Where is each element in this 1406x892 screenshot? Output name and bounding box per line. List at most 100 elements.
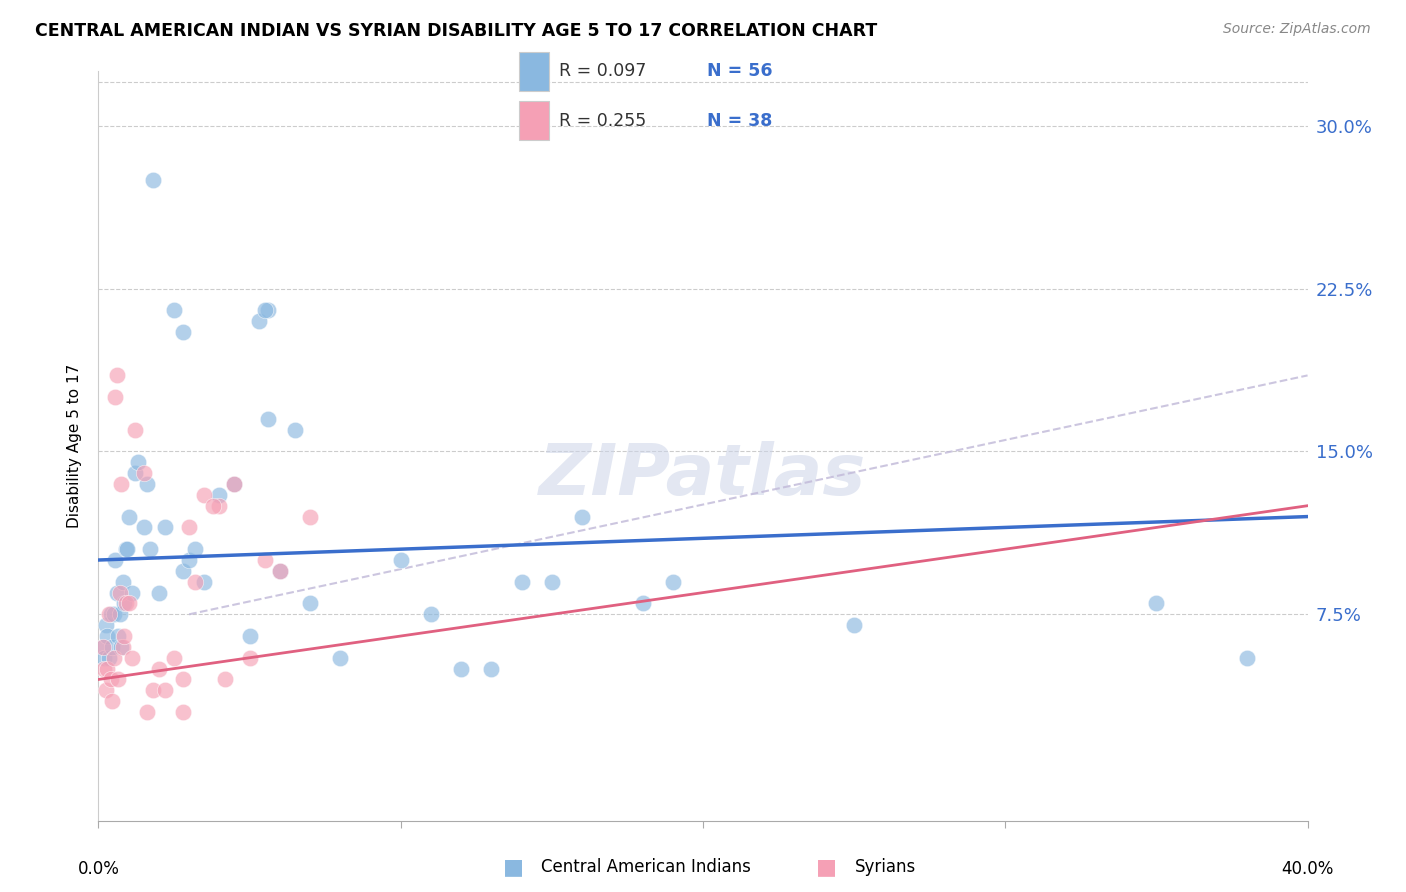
Point — [98, 650, 121, 665]
Point — [253, 553, 276, 567]
Point — [105, 585, 128, 599]
Point — [132, 466, 155, 480]
Point — [450, 662, 472, 676]
Point — [101, 640, 124, 654]
Point — [142, 173, 165, 187]
Point — [172, 564, 194, 578]
Point — [481, 662, 503, 676]
Point — [108, 585, 131, 599]
Text: N = 38: N = 38 — [707, 112, 772, 129]
Point — [96, 662, 118, 676]
Point — [420, 607, 443, 622]
Text: Syrians: Syrians — [855, 858, 917, 876]
Point — [571, 509, 593, 524]
Text: ■: ■ — [503, 857, 523, 877]
FancyBboxPatch shape — [519, 101, 550, 140]
Point — [111, 640, 134, 654]
Point — [239, 650, 262, 665]
Point — [132, 520, 155, 534]
Point — [118, 597, 141, 611]
Point — [98, 607, 121, 622]
Text: ■: ■ — [817, 857, 837, 877]
Point — [142, 683, 165, 698]
Point — [284, 423, 307, 437]
Point — [135, 705, 157, 719]
Point — [269, 564, 291, 578]
Point — [110, 640, 132, 654]
Point — [540, 574, 562, 589]
Point — [107, 673, 129, 687]
Point — [214, 673, 236, 687]
Point — [256, 303, 278, 318]
Point — [93, 662, 115, 676]
Point — [108, 607, 131, 622]
Point — [172, 325, 194, 339]
Point — [94, 618, 117, 632]
Point — [631, 597, 654, 611]
Point — [121, 650, 143, 665]
Y-axis label: Disability Age 5 to 17: Disability Age 5 to 17 — [67, 364, 83, 528]
Point — [118, 509, 141, 524]
Text: N = 56: N = 56 — [707, 62, 773, 80]
Point — [114, 597, 136, 611]
FancyBboxPatch shape — [519, 52, 550, 91]
Point — [103, 607, 125, 622]
Text: 0.0%: 0.0% — [77, 860, 120, 878]
Point — [224, 477, 246, 491]
Point — [329, 650, 352, 665]
Point — [139, 542, 162, 557]
Text: R = 0.097: R = 0.097 — [558, 62, 647, 80]
Point — [253, 303, 276, 318]
Text: Source: ZipAtlas.com: Source: ZipAtlas.com — [1223, 22, 1371, 37]
Point — [224, 477, 246, 491]
Point — [110, 477, 132, 491]
Point — [193, 488, 215, 502]
Point — [153, 683, 176, 698]
Point — [104, 390, 127, 404]
Point — [389, 553, 412, 567]
Point — [103, 650, 125, 665]
Point — [844, 618, 866, 632]
Point — [124, 466, 146, 480]
Point — [112, 629, 135, 643]
Point — [100, 673, 122, 687]
Point — [121, 585, 143, 599]
Point — [124, 423, 146, 437]
Point — [239, 629, 262, 643]
Point — [101, 694, 124, 708]
Point — [208, 499, 231, 513]
Point — [202, 499, 225, 513]
Text: Central American Indians: Central American Indians — [541, 858, 751, 876]
Point — [105, 368, 128, 383]
Text: 40.0%: 40.0% — [1281, 860, 1334, 878]
Point — [661, 574, 683, 589]
Point — [100, 607, 122, 622]
Point — [93, 650, 115, 665]
Point — [148, 662, 170, 676]
Point — [1146, 597, 1168, 611]
Point — [107, 629, 129, 643]
Point — [247, 314, 270, 328]
Point — [1236, 650, 1258, 665]
Point — [112, 597, 135, 611]
Point — [299, 509, 322, 524]
Point — [96, 629, 118, 643]
Text: CENTRAL AMERICAN INDIAN VS SYRIAN DISABILITY AGE 5 TO 17 CORRELATION CHART: CENTRAL AMERICAN INDIAN VS SYRIAN DISABI… — [35, 22, 877, 40]
Text: ZIPatlas: ZIPatlas — [540, 442, 866, 510]
Point — [153, 520, 176, 534]
Point — [172, 673, 194, 687]
Point — [179, 553, 201, 567]
Point — [127, 455, 149, 469]
Point — [269, 564, 291, 578]
Point — [104, 553, 127, 567]
Point — [510, 574, 533, 589]
Point — [163, 650, 186, 665]
Point — [148, 585, 170, 599]
Point — [91, 640, 114, 654]
Point — [91, 640, 114, 654]
Text: R = 0.255: R = 0.255 — [558, 112, 645, 129]
Point — [179, 520, 201, 534]
Point — [208, 488, 231, 502]
Point — [163, 303, 186, 318]
Point — [193, 574, 215, 589]
